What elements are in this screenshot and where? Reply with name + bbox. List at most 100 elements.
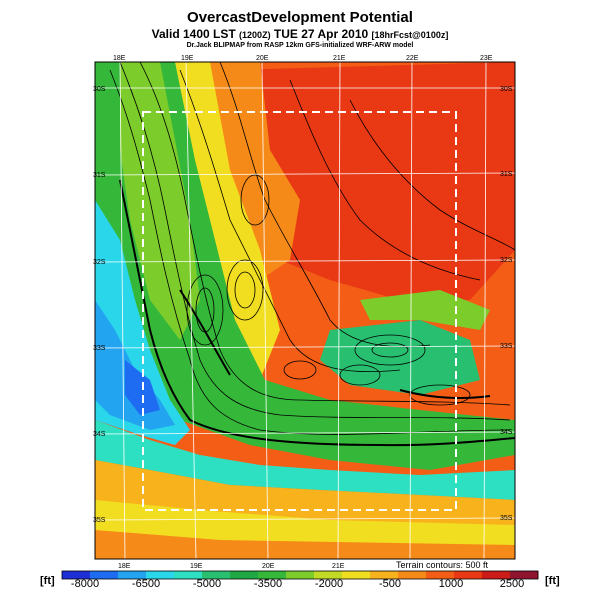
lon-label-bottom: 20E <box>262 563 275 570</box>
axis-labels: 18E 19E 20E 21E 22E 23E 18E 19E 20E 21E … <box>93 55 513 570</box>
contour-line <box>109 69 511 435</box>
colorbar-swatch <box>258 571 287 579</box>
contour-line <box>139 62 511 406</box>
colorbar-tick-label: -6500 <box>131 578 161 590</box>
colorbar-border <box>61 570 539 580</box>
colorbar-swatch <box>118 571 147 579</box>
inner-domain-box <box>142 111 457 511</box>
meridian <box>185 61 197 560</box>
parallel <box>94 172 516 176</box>
colorbar-swatch <box>342 571 371 579</box>
colorbar-swatch <box>482 571 511 579</box>
colorbar-tick-label: -5000 <box>192 578 222 590</box>
map-border <box>94 61 516 560</box>
meridian <box>261 61 269 560</box>
contour-line <box>219 62 431 348</box>
contour-line <box>119 62 511 421</box>
lat-label-right: 34S <box>500 429 513 436</box>
colorbar-swatch <box>454 571 483 579</box>
colorbar-unit-right: [ft] <box>545 575 560 587</box>
lat-label-left: 33S <box>93 345 106 352</box>
coastline-path <box>119 179 515 447</box>
terrain-contour-note: Terrain contours: 500 ft <box>396 560 489 570</box>
field-lightgreen <box>120 62 200 340</box>
meridian <box>119 61 126 560</box>
parallel <box>94 431 516 435</box>
lon-label-top: 22E <box>406 55 419 62</box>
contour-ring <box>226 259 264 321</box>
colorbar-tick-label: 2500 <box>499 578 525 590</box>
parallel <box>94 517 516 521</box>
lat-label-right: 33S <box>500 343 513 350</box>
valid-date: TUE 27 Apr 2010 <box>273 27 369 41</box>
colorbar-swatch <box>146 571 175 579</box>
contour-line <box>349 99 515 251</box>
contour-ring <box>186 274 224 346</box>
colorbar-swatch <box>370 571 399 579</box>
meridian <box>409 61 413 560</box>
coastline <box>119 179 515 447</box>
lat-label-left: 34S <box>93 431 106 438</box>
lat-label-right: 32S <box>500 257 513 264</box>
valid-time: Valid 1400 LST <box>151 27 236 41</box>
colorbar-swatch <box>510 571 539 579</box>
colorbar-swatch <box>202 571 231 579</box>
lat-label-left: 35S <box>93 517 106 524</box>
parallel <box>94 345 516 349</box>
contour-ring <box>371 342 409 358</box>
meridian <box>483 61 487 560</box>
ridge-line <box>179 289 231 376</box>
colorbar-tick-label: -500 <box>378 578 402 590</box>
field-green-coast <box>95 62 515 470</box>
model-credit: Dr.Jack BLIPMAP from RASP 12km GFS-initi… <box>186 42 414 49</box>
contour-ring <box>234 271 256 309</box>
contour-ring <box>354 334 426 366</box>
lat-label-left: 31S <box>93 172 106 179</box>
lat-label-right: 31S <box>500 171 513 178</box>
lon-label-bottom: 18E <box>118 563 131 570</box>
colorbar-swatch <box>90 571 119 579</box>
colorbar-swatch <box>426 571 455 579</box>
lat-label-left: 30S <box>93 86 106 93</box>
map-field <box>95 62 515 559</box>
graticule <box>94 61 516 560</box>
lat-label-left: 32S <box>93 259 106 266</box>
parallel <box>94 259 516 263</box>
lon-label-top: 19E <box>181 55 194 62</box>
contour-ring <box>283 360 317 380</box>
contour-ring <box>409 384 471 406</box>
contour-ring <box>240 174 270 226</box>
colorbar-unit-left: [ft] <box>40 575 55 587</box>
terrain-contours <box>109 62 515 435</box>
colorbar-swatch <box>62 571 91 579</box>
colorbar-swatch <box>398 571 427 579</box>
lon-label-top: 21E <box>333 55 346 62</box>
lat-label-right: 30S <box>500 86 513 93</box>
colorbar-tick-label: 1000 <box>438 578 464 590</box>
lon-label-bottom: 19E <box>190 563 203 570</box>
colorbar-swatch <box>174 571 203 579</box>
colorbar-tick-label: -8000 <box>70 578 100 590</box>
lat-label-right: 35S <box>500 515 513 522</box>
field-red-interior <box>230 62 515 300</box>
field-green-patch <box>320 320 480 395</box>
meridian <box>337 61 341 560</box>
colorbar <box>61 570 539 580</box>
colorbar-swatch <box>286 571 315 579</box>
contour-ring <box>339 364 381 386</box>
field-orange-band <box>200 62 300 280</box>
chart-subtitle: Valid 1400 LST (1200Z) TUE 27 Apr 2010 [… <box>0 27 600 41</box>
utc-time: (1200Z) <box>239 30 271 40</box>
lon-label-top: 23E <box>480 55 493 62</box>
lon-label-bottom: 21E <box>332 563 345 570</box>
forecast-info: [18hrFcst@0100z] <box>371 30 449 40</box>
colorbar-tick-label: -3500 <box>253 578 283 590</box>
chart-title: OvercastDevelopment Potential <box>187 9 413 26</box>
field-yellowgreen-patch <box>360 290 490 330</box>
ridge-line <box>399 389 491 399</box>
colorbar-swatch <box>230 571 259 579</box>
colorbar-swatch <box>314 571 343 579</box>
lon-label-top: 18E <box>113 55 126 62</box>
lon-label-top: 20E <box>256 55 269 62</box>
